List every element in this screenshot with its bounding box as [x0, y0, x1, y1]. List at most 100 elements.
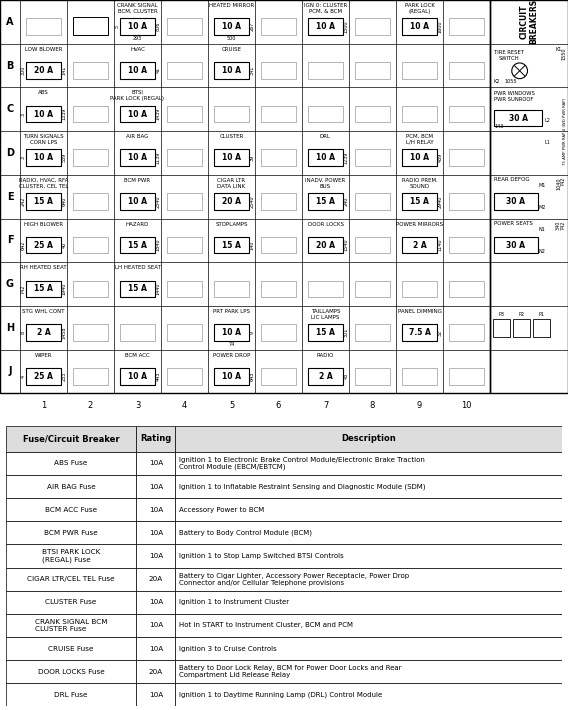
Text: 10 A: 10 A [34, 109, 53, 119]
Bar [214, 368, 249, 385]
Bar [402, 150, 437, 166]
Text: 15 A: 15 A [316, 328, 335, 337]
Bar [308, 237, 344, 253]
Text: Rating: Rating [140, 435, 172, 444]
Text: 10 A: 10 A [222, 372, 241, 381]
Text: 742: 742 [561, 221, 566, 230]
Text: HVAC: HVAC [130, 47, 145, 52]
Text: 15 A: 15 A [410, 197, 429, 206]
Text: 30 A: 30 A [506, 197, 525, 206]
Text: 2540: 2540 [250, 195, 254, 208]
Text: 1840: 1840 [156, 239, 161, 251]
Text: 40: 40 [62, 242, 66, 248]
Text: 15 A: 15 A [316, 197, 335, 206]
Text: 8: 8 [20, 331, 26, 334]
Bar [26, 237, 61, 253]
Bar [261, 106, 296, 122]
Bar [26, 62, 61, 79]
Text: POWER DROP: POWER DROP [213, 353, 250, 358]
Bar [354, 324, 390, 341]
Text: 10A: 10A [149, 692, 163, 698]
Bar [354, 106, 390, 122]
Bar [308, 193, 344, 209]
Text: 439: 439 [438, 153, 442, 163]
Text: 10 A: 10 A [34, 153, 53, 163]
Bar [449, 324, 485, 341]
Bar [261, 193, 296, 209]
Text: 10A: 10A [149, 623, 163, 628]
Bar [166, 237, 202, 253]
Text: 5: 5 [229, 401, 234, 410]
Text: WIPER: WIPER [35, 353, 52, 358]
Text: 242: 242 [20, 197, 26, 206]
Text: CRANK SIGNAL BCM
CLUSTER Fuse: CRANK SIGNAL BCM CLUSTER Fuse [35, 619, 107, 632]
Text: 7.5 A: 7.5 A [408, 328, 431, 337]
Text: Ignition 1 to Instrument Cluster: Ignition 1 to Instrument Cluster [179, 599, 289, 606]
Text: E: E [7, 192, 13, 202]
Text: 742: 742 [20, 284, 26, 293]
Text: REAR DEFOG: REAR DEFOG [494, 178, 529, 182]
Text: 9: 9 [417, 401, 422, 410]
Bar [120, 62, 156, 79]
Bar [120, 18, 156, 35]
Text: 1458: 1458 [62, 327, 66, 339]
Bar [354, 150, 390, 166]
Text: 15 A: 15 A [128, 241, 147, 250]
Bar [136, 475, 176, 498]
Text: 5: 5 [114, 25, 119, 28]
Bar [449, 106, 485, 122]
Bar [308, 62, 344, 79]
Bar [73, 280, 108, 297]
Bar [176, 452, 562, 475]
Text: BCM PWR: BCM PWR [124, 178, 151, 183]
Bar [354, 193, 390, 209]
Bar [308, 193, 344, 209]
Text: STOPLAMPS: STOPLAMPS [215, 222, 248, 226]
Text: CRUISE Fuse: CRUISE Fuse [48, 645, 94, 652]
Bar [308, 106, 344, 122]
Text: 10 A: 10 A [222, 153, 241, 163]
Bar [166, 280, 202, 297]
Bar [402, 150, 437, 166]
Bar [533, 319, 550, 337]
Text: 539: 539 [62, 153, 66, 163]
Text: BCM ACC: BCM ACC [125, 353, 150, 358]
Text: PARK LOCK
(REGAL): PARK LOCK (REGAL) [404, 3, 435, 14]
Bar [6, 498, 136, 521]
Text: Accessory Power to BCM: Accessory Power to BCM [179, 507, 264, 513]
Text: PWR WINDOWS
PWR SUNROOF: PWR WINDOWS PWR SUNROOF [494, 91, 535, 102]
Text: STG WHL CONT: STG WHL CONT [22, 309, 65, 314]
Circle shape [512, 63, 528, 79]
Bar [354, 62, 390, 79]
Bar [176, 660, 562, 683]
Text: 10: 10 [461, 401, 472, 410]
Bar [120, 150, 156, 166]
Bar [494, 237, 538, 253]
Bar [308, 324, 344, 341]
Text: 143: 143 [494, 124, 503, 129]
Bar [214, 237, 249, 253]
Bar [214, 368, 249, 385]
Text: 4: 4 [20, 375, 26, 378]
Text: 1550: 1550 [561, 47, 566, 60]
Text: TAILLAMPS
LIC LAMPS: TAILLAMPS LIC LAMPS [311, 309, 340, 320]
Bar [214, 280, 249, 297]
Bar [402, 324, 437, 341]
Bar [136, 426, 176, 452]
Text: 20 A: 20 A [34, 66, 53, 75]
Text: 1439: 1439 [156, 108, 161, 120]
Text: C: C [6, 104, 14, 114]
Text: 1500: 1500 [344, 21, 349, 33]
Bar [26, 280, 61, 297]
Bar [308, 150, 344, 166]
Bar [402, 18, 437, 35]
Bar [136, 567, 176, 591]
Bar [120, 324, 156, 341]
Text: DRL: DRL [320, 134, 331, 139]
Bar [6, 637, 136, 660]
Text: 30 A: 30 A [506, 241, 525, 250]
Text: HAZARD: HAZARD [126, 222, 149, 226]
Bar [6, 660, 136, 683]
Text: 9: 9 [250, 331, 254, 334]
Bar [73, 16, 108, 35]
